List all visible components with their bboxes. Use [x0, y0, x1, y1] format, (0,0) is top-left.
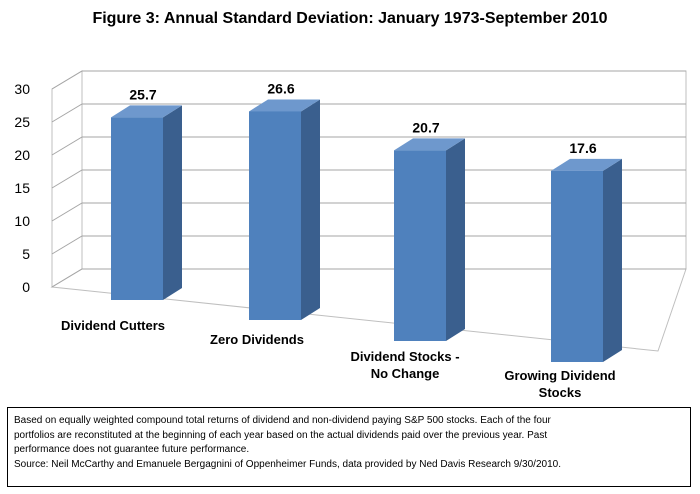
- chart-title: Figure 3: Annual Standard Deviation: Jan…: [92, 10, 608, 27]
- y-tick-label: 5: [22, 246, 30, 262]
- bar-side: [446, 138, 465, 341]
- bar-side: [603, 158, 622, 362]
- bar-top: [249, 99, 320, 112]
- data-label: 26.6: [267, 80, 294, 96]
- bar-top: [394, 138, 465, 151]
- gridline: [51, 136, 686, 156]
- note-line: portfolios are reconstituted at the begi…: [14, 429, 548, 441]
- category-label: Dividend Cutters: [61, 318, 165, 333]
- bar-front: [551, 170, 603, 362]
- gridline: [51, 202, 686, 222]
- bar-front: [249, 111, 301, 320]
- category-labels: Dividend Cutters Zero Dividends Dividend S…: [61, 318, 616, 400]
- data-label: 17.6: [569, 140, 596, 156]
- source-note: Based on equally weighted compound total…: [7, 407, 691, 487]
- data-labels: 25.7 26.6 20.7 17.6: [129, 80, 596, 155]
- bar-front: [111, 117, 163, 300]
- gridline: [51, 268, 686, 288]
- y-tick-label: 25: [14, 114, 30, 130]
- bar-side: [301, 99, 320, 320]
- data-label: 20.7: [412, 119, 439, 135]
- data-label: 25.7: [129, 86, 156, 102]
- category-label: Growing Dividend Stocks: [504, 368, 615, 400]
- bar: [394, 138, 465, 341]
- y-tick-label: 10: [14, 213, 30, 229]
- gridlines: [51, 70, 686, 288]
- note-line: Based on equally weighted compound total…: [14, 415, 551, 426]
- bar-top: [551, 158, 622, 171]
- bar-chart: 0 5 10 15 20 25 30 25.7 26.6 20.7 17.6 Dividend C…: [14, 70, 687, 400]
- gridline: [51, 70, 686, 90]
- bar: [111, 105, 182, 300]
- bar-top: [111, 105, 182, 118]
- gridline: [51, 235, 686, 255]
- y-tick-label: 20: [14, 147, 30, 163]
- gridline: [51, 169, 686, 189]
- gridline: [51, 103, 686, 123]
- y-tick-label: 30: [14, 81, 30, 97]
- bar-front: [394, 150, 446, 341]
- note-line: Source: Neil McCarthy and Emanuele Berga…: [14, 458, 561, 470]
- bar: [551, 158, 622, 362]
- category-label: Zero Dividends: [210, 332, 304, 347]
- bars: [111, 99, 622, 362]
- category-label: Dividend Stocks -No Change: [350, 349, 459, 381]
- y-tick-label: 0: [22, 279, 30, 295]
- bar-side: [163, 105, 182, 300]
- note-line: performance does not guarantee future pe…: [14, 444, 250, 455]
- y-tick-labels: 0 5 10 15 20 25 30: [14, 81, 30, 295]
- y-tick-label: 15: [14, 180, 30, 196]
- bar: [249, 99, 320, 320]
